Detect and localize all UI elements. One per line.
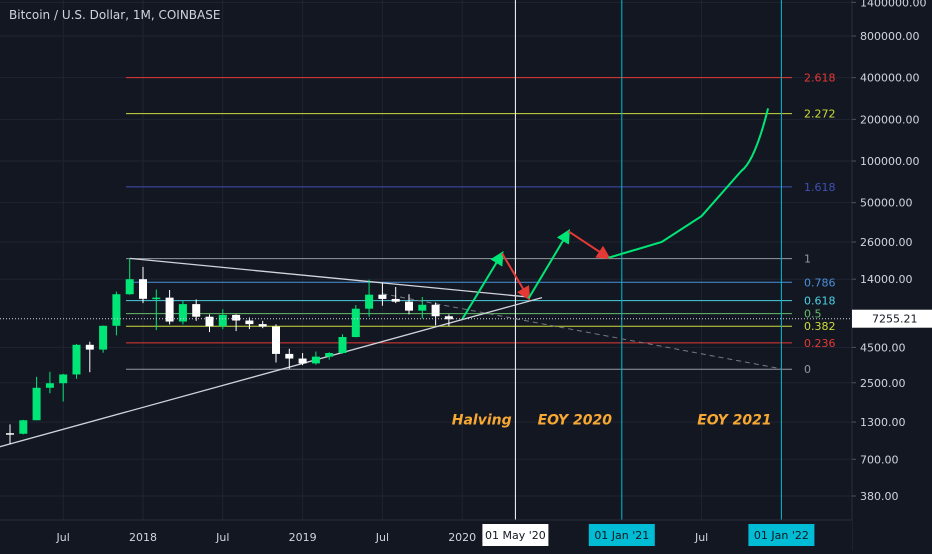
candle-body bbox=[418, 304, 427, 311]
price-tick-label: 1400000.00 bbox=[860, 0, 926, 9]
fib-level-label: 1 bbox=[804, 253, 811, 266]
candle-body bbox=[6, 433, 14, 435]
candle-body bbox=[311, 356, 320, 364]
fib-level-label: 2.272 bbox=[804, 108, 836, 121]
candle-body bbox=[298, 358, 307, 364]
candle-body bbox=[85, 344, 94, 350]
fib-level-label: 2.618 bbox=[804, 72, 836, 85]
candle-body bbox=[285, 353, 294, 359]
projection-arrow bbox=[461, 251, 504, 320]
price-tick-label: 2500.00 bbox=[860, 377, 906, 390]
date-marker-badge bbox=[748, 524, 815, 546]
candle-body bbox=[192, 304, 201, 317]
candle-body bbox=[165, 297, 174, 322]
price-tick-label: 100000.00 bbox=[860, 155, 920, 168]
descending-trendline bbox=[129, 257, 529, 298]
candle-body bbox=[19, 420, 28, 434]
time-tick-label: 2018 bbox=[129, 531, 157, 544]
fib-level-label: 0.236 bbox=[804, 337, 836, 350]
candle-body bbox=[232, 314, 241, 321]
candle-body bbox=[431, 304, 440, 317]
price-tick-label: 26000.00 bbox=[860, 236, 913, 249]
candle-body bbox=[205, 316, 214, 327]
candle-body bbox=[72, 344, 81, 375]
fib-level-label: 1.618 bbox=[804, 181, 836, 194]
fib-level-label: 0.382 bbox=[804, 320, 836, 333]
candle-body bbox=[152, 297, 161, 300]
fib-level-label: 0.5 bbox=[804, 308, 822, 321]
fib-level-label: 0.618 bbox=[804, 295, 836, 308]
candle-body bbox=[391, 298, 400, 302]
candle-body bbox=[338, 337, 347, 354]
time-tick-label: Jul bbox=[56, 531, 70, 544]
fib-level-label: 0.786 bbox=[804, 276, 836, 289]
price-tick-label: 800000.00 bbox=[860, 30, 920, 43]
price-tick-label: 14000.00 bbox=[860, 273, 913, 286]
price-tick-label: 380.00 bbox=[860, 490, 899, 503]
fib-level-label: 0 bbox=[804, 363, 811, 376]
price-tick-label: 700.00 bbox=[860, 453, 899, 466]
time-tick-label: Jul bbox=[694, 531, 708, 544]
projection-arrow bbox=[527, 229, 571, 299]
price-axis-background bbox=[852, 0, 932, 550]
candle-body bbox=[272, 326, 280, 354]
price-tick-label: 50000.00 bbox=[860, 197, 913, 210]
candle-body bbox=[59, 374, 68, 384]
price-tick-label: 4500.00 bbox=[860, 341, 906, 354]
time-tick-label: Jul bbox=[375, 531, 389, 544]
candle-body bbox=[258, 324, 267, 327]
candle-body bbox=[112, 294, 121, 326]
time-tick-label: 2019 bbox=[289, 531, 317, 544]
candle-body bbox=[365, 294, 374, 309]
date-marker-label: 01 Jan '21 bbox=[594, 529, 649, 542]
candle-body bbox=[325, 353, 334, 357]
date-marker-badge bbox=[588, 524, 655, 546]
candle-body bbox=[125, 279, 134, 295]
candle-body bbox=[405, 301, 413, 311]
candle-body bbox=[99, 325, 108, 350]
last-price-badge bbox=[852, 309, 932, 328]
annotation-text: EOY 2021 bbox=[697, 412, 771, 428]
price-tick-label: 1300.00 bbox=[860, 416, 906, 429]
time-axis-background bbox=[0, 520, 852, 550]
candle-body bbox=[218, 314, 227, 327]
last-price-label: 7255.21 bbox=[872, 313, 918, 326]
projection-arrow bbox=[501, 252, 531, 301]
date-marker-label: 01 Jan '22 bbox=[754, 529, 809, 542]
candle-body bbox=[444, 316, 453, 320]
time-tick-label: 2020 bbox=[448, 531, 476, 544]
descending-trendline-extension bbox=[382, 293, 782, 370]
time-tick-label: Jul bbox=[215, 531, 229, 544]
annotation-text: Halving bbox=[452, 412, 512, 428]
date-marker-label: 01 May '20 bbox=[485, 529, 546, 542]
date-marker-badge bbox=[482, 524, 549, 546]
candle-body bbox=[45, 383, 54, 388]
chart-title: Bitcoin / U.S. Dollar, 1M, COINBASE bbox=[9, 8, 221, 22]
candle-body bbox=[139, 279, 147, 299]
projection-arrow bbox=[568, 230, 611, 260]
candle-body bbox=[32, 387, 41, 421]
price-tick-label: 200000.00 bbox=[860, 113, 920, 126]
projection-curve bbox=[608, 108, 770, 259]
price-tick-label: 400000.00 bbox=[860, 72, 920, 85]
candle-body bbox=[351, 308, 360, 338]
candle-body bbox=[378, 294, 387, 299]
candle-body bbox=[245, 320, 254, 325]
candle-body bbox=[178, 304, 187, 322]
annotation-text: EOY 2020 bbox=[538, 412, 613, 428]
